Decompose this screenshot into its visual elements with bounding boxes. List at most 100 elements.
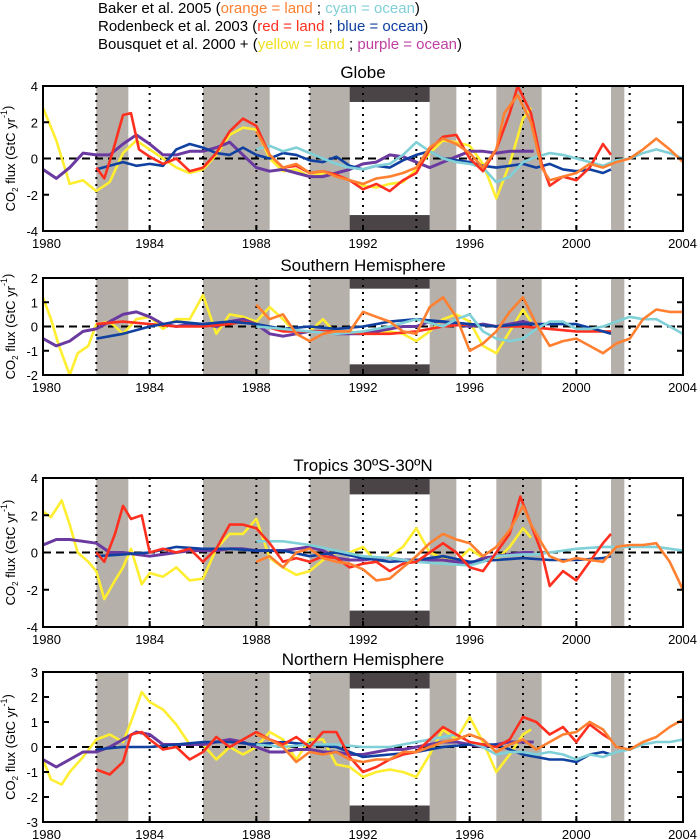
y-tick-label: 0	[31, 152, 38, 167]
y-axis-label-part: flux (GtC yr	[3, 706, 18, 776]
series-line-orange	[255, 296, 683, 355]
y-axis-label-part: -1	[0, 110, 9, 118]
series-line-red	[95, 715, 612, 776]
series-line-cyan	[256, 313, 683, 343]
dark-period-bottom	[349, 610, 430, 627]
x-tick-label: 2000	[562, 827, 591, 840]
legend-suffix: )	[414, 0, 420, 17]
legend-land: orange = land	[220, 0, 313, 17]
y-tick-label: 1	[31, 715, 38, 730]
series-line-blue	[96, 740, 612, 764]
series-line-purple	[43, 538, 534, 566]
x-tick-label: 1988	[242, 827, 271, 840]
series-line-purple	[43, 730, 534, 769]
x-tick-label: 1984	[135, 632, 164, 647]
y-axis-label-part: -1	[0, 504, 9, 512]
y-axis-label-part: 2	[11, 581, 20, 586]
dark-period-top	[349, 86, 430, 102]
y-axis-label: CO2 flux (GtC yr-1)	[0, 106, 20, 212]
y-tick-label: 0	[31, 740, 38, 755]
y-axis-label-part: )	[0, 274, 15, 278]
x-tick-label: 1984	[135, 380, 164, 395]
x-tick-label: 1992	[349, 236, 378, 251]
y-axis-label-part: flux (GtC yr	[3, 117, 18, 187]
x-tick-label: 1992	[349, 632, 378, 647]
x-tick-label: 1992	[349, 827, 378, 840]
legend-label: Baker et al. 2005 (	[98, 0, 221, 17]
panel-title: Tropics 30ºS-30ºN	[293, 456, 432, 475]
x-tick-label: 2004	[668, 380, 697, 395]
y-tick-label: -2	[26, 583, 38, 598]
y-axis-label-part: CO	[3, 360, 18, 380]
y-axis-label: CO2 flux (GtC yr-1)	[0, 274, 20, 380]
y-axis-label-part: CO	[3, 780, 18, 800]
x-tick-label: 1996	[455, 827, 484, 840]
x-tick-label: 1984	[135, 827, 164, 840]
y-tick-label: 4	[31, 471, 38, 486]
legend-sep: ;	[324, 18, 337, 35]
y-tick-label: 2	[31, 271, 38, 286]
y-axis-label-part: flux (GtC yr	[3, 285, 18, 355]
panel-title: Northern Hemisphere	[282, 650, 445, 669]
y-axis-label-part: flux (GtC yr	[3, 511, 18, 581]
y-tick-label: -4	[26, 224, 38, 239]
y-tick-label: -2	[26, 790, 38, 805]
legend-suffix: )	[423, 18, 429, 35]
y-tick-label: -2	[26, 368, 38, 383]
series-line-blue	[96, 317, 612, 340]
x-tick-label: 2000	[562, 236, 591, 251]
y-axis-label: CO2 flux (GtC yr-1)	[0, 500, 20, 606]
x-tick-label: 1992	[349, 380, 378, 395]
dark-period-bottom	[349, 215, 430, 231]
series-line-orange	[255, 504, 683, 591]
legend-label: Bousquet et al. 2000 + (	[98, 36, 258, 53]
y-tick-label: -2	[26, 188, 38, 203]
legend-entry-bousquet: Bousquet et al. 2000 + (yellow = land ; …	[98, 36, 462, 54]
series-line-blue	[96, 545, 612, 564]
y-tick-label: 2	[31, 690, 38, 705]
x-tick-label: 1980	[32, 236, 61, 251]
x-tick-label: 1980	[32, 380, 61, 395]
legend-suffix: )	[457, 36, 463, 53]
legend-sep: ;	[344, 36, 358, 53]
x-tick-label: 1996	[455, 236, 484, 251]
y-tick-label: 3	[31, 665, 38, 680]
y-axis-label-part: -1	[0, 699, 9, 707]
y-axis-label-part: 2	[11, 775, 20, 780]
x-tick-label: 1980	[32, 827, 61, 840]
x-tick-label: 1988	[242, 632, 271, 647]
series-line-yellow	[43, 499, 532, 601]
dark-period-top	[349, 672, 430, 689]
y-axis-label: CO2 flux (GtC yr-1)	[0, 694, 20, 800]
y-tick-label: 0	[31, 546, 38, 561]
legend-entry-baker: Baker et al. 2005 (orange = land ; cyan …	[98, 0, 462, 18]
panel-title: Globe	[340, 63, 385, 82]
x-tick-label: 1988	[242, 236, 271, 251]
x-tick-label: 1996	[455, 632, 484, 647]
y-axis-label-part: )	[0, 694, 15, 698]
x-tick-label: 2004	[668, 632, 697, 647]
y-tick-label: 2	[31, 115, 38, 130]
y-tick-label: 0	[31, 320, 38, 335]
y-tick-label: 2	[31, 508, 38, 523]
dark-period-bottom	[349, 364, 430, 375]
y-tick-label: 1	[31, 295, 38, 310]
legend-ocean: purple = ocean	[357, 36, 458, 53]
y-tick-label: 4	[31, 79, 38, 94]
series-line-cyan	[255, 140, 683, 184]
legend: Baker et al. 2005 (orange = land ; cyan …	[98, 0, 462, 54]
legend-label: Rodenbeck et al. 2003 (	[98, 18, 258, 35]
legend-ocean: blue = ocean	[336, 18, 424, 35]
y-axis-label-part: 2	[11, 355, 20, 360]
y-tick-label: -1	[26, 344, 38, 359]
y-axis-label-part: -1	[0, 278, 9, 286]
legend-land: yellow = land	[257, 36, 345, 53]
series-group	[43, 495, 683, 601]
y-axis-label-part: CO	[3, 586, 18, 606]
dark-period-top	[349, 278, 430, 289]
y-axis-label-part: 2	[11, 187, 20, 192]
